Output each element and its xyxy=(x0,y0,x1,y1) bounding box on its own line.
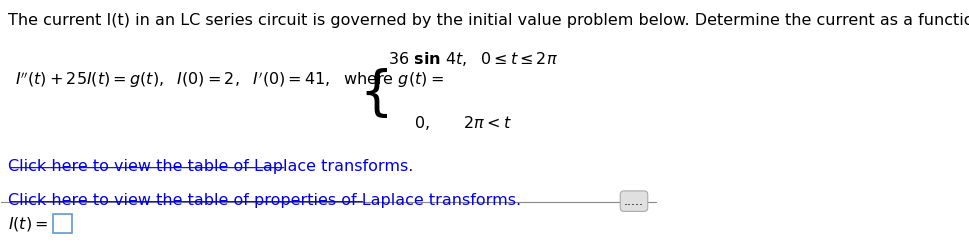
Text: Click here to view the table of properties of Laplace transforms.: Click here to view the table of properti… xyxy=(8,193,521,208)
Text: Click here to view the table of Laplace transforms.: Click here to view the table of Laplace … xyxy=(8,159,414,174)
Text: $I''(t) + 25I(t) = g(t),\ \ I(0) = 2,\ \ I'(0) = 41,\ \ \mathrm{where}\ g(t) =$: $I''(t) + 25I(t) = g(t),\ \ I(0) = 2,\ \… xyxy=(15,70,443,91)
Text: $0,\quad\quad 2\pi < t$: $0,\quad\quad 2\pi < t$ xyxy=(415,114,513,132)
Text: .....: ..... xyxy=(624,195,644,208)
Text: $\{$: $\{$ xyxy=(359,67,388,121)
Text: The current I(t) in an LC series circuit is governed by the initial value proble: The current I(t) in an LC series circuit… xyxy=(8,13,969,28)
FancyBboxPatch shape xyxy=(52,214,72,234)
Text: $I(t) =$: $I(t) =$ xyxy=(8,215,48,233)
Text: $36\ \mathbf{sin}\ 4t,\ \ 0 \leq t \leq 2\pi$: $36\ \mathbf{sin}\ 4t,\ \ 0 \leq t \leq … xyxy=(389,50,558,68)
